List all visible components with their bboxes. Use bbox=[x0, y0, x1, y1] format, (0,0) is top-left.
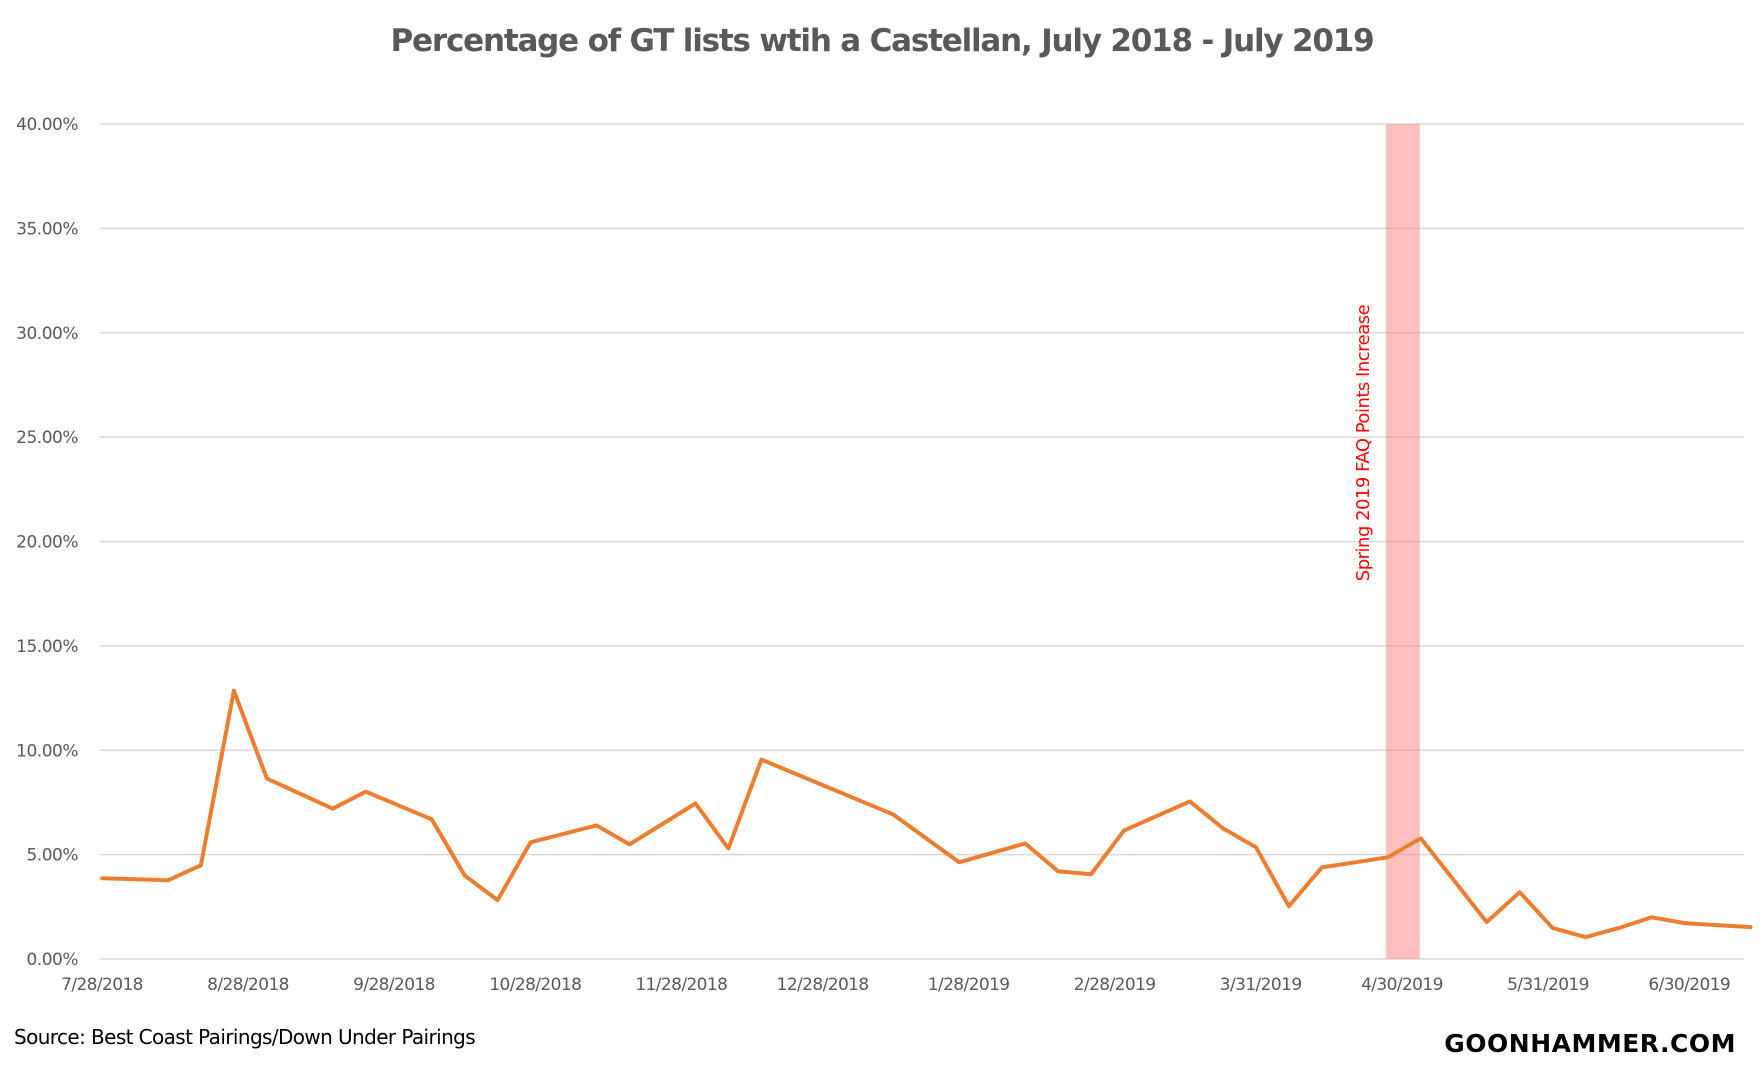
x-tick-label: 7/28/2018 bbox=[61, 975, 143, 995]
x-tick-label: 6/30/2019 bbox=[1648, 975, 1730, 995]
y-tick-label: 25.00% bbox=[16, 428, 78, 448]
x-tick-label: 10/28/2018 bbox=[489, 975, 581, 995]
series-layer bbox=[100, 688, 1753, 940]
chart-title: Percentage of GT lists wtih a Castellan,… bbox=[391, 23, 1374, 59]
y-tick-label: 40.00% bbox=[16, 115, 78, 135]
x-tick-label: 2/28/2019 bbox=[1074, 975, 1156, 995]
annotation-label: Spring 2019 FAQ Points Increase bbox=[1353, 304, 1374, 581]
y-tick-label: 20.00% bbox=[16, 533, 78, 553]
brand-logo-text: GOONHAMMER.COM bbox=[1444, 1029, 1736, 1058]
y-tick-label: 10.00% bbox=[16, 741, 78, 761]
x-tick-label: 5/31/2019 bbox=[1507, 975, 1589, 995]
x-tick-label: 8/28/2018 bbox=[207, 975, 289, 995]
gridlines bbox=[100, 123, 1744, 960]
x-tick-label: 9/28/2018 bbox=[353, 975, 435, 995]
x-tick-label: 1/28/2019 bbox=[928, 975, 1010, 995]
annotation-band bbox=[1385, 124, 1420, 959]
y-tick-label: 0.00% bbox=[26, 950, 78, 970]
x-tick-label: 11/28/2018 bbox=[635, 975, 727, 995]
x-tick-label: 12/28/2018 bbox=[777, 975, 869, 995]
x-tick-label: 3/31/2019 bbox=[1220, 975, 1302, 995]
x-tick-label: 4/30/2019 bbox=[1361, 975, 1443, 995]
source-note: Source: Best Coast Pairings/Down Under P… bbox=[14, 1025, 475, 1049]
y-tick-label: 30.00% bbox=[16, 324, 78, 344]
y-tick-label: 15.00% bbox=[16, 637, 78, 657]
y-tick-label: 5.00% bbox=[26, 846, 78, 866]
series-line bbox=[100, 688, 1753, 940]
y-axis-ticks: 0.00% 5.00% 10.00% 15.00% 20.00% 25.00% 30.00%… bbox=[16, 115, 79, 970]
y-tick-label: 35.00% bbox=[16, 219, 78, 239]
x-axis-ticks: 7/28/2018 8/28/2018 9/28/2018 10/28/2018 11/… bbox=[61, 975, 1731, 995]
annotation-band-layer: Spring 2019 FAQ Points Increase bbox=[1353, 124, 1420, 959]
